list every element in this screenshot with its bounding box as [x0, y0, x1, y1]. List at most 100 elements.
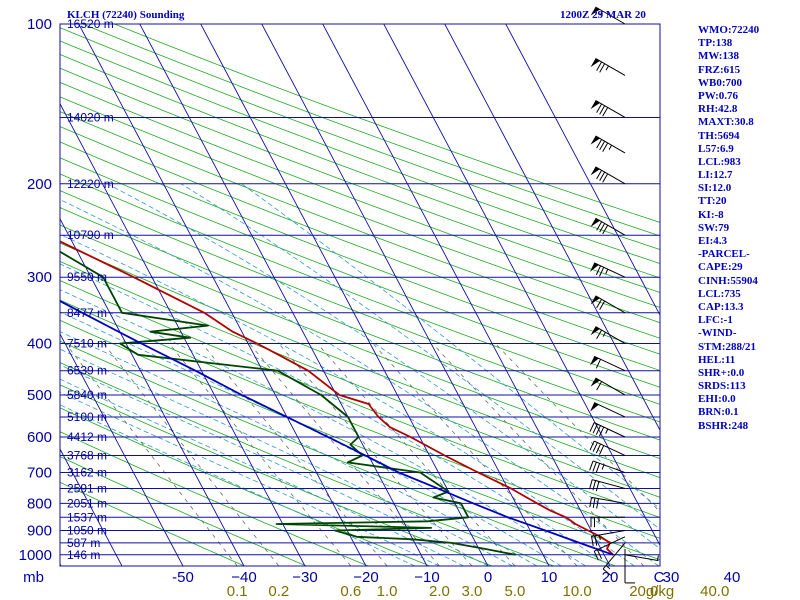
- index-item: CAPE:29: [698, 261, 743, 274]
- wind-barb-pennant: [590, 7, 600, 16]
- wind-barb: [589, 262, 626, 278]
- wind-barb-full: [596, 498, 599, 509]
- temperature-tick-label: −30: [292, 569, 317, 586]
- wind-barb-pennant: [590, 100, 600, 110]
- pressure-tick-label: 700: [27, 465, 52, 482]
- wind-barb-half: [602, 332, 606, 337]
- index-item: BSHR:248: [698, 419, 749, 432]
- wind-barb-full: [591, 536, 594, 547]
- dry-adiabat: [60, 81, 660, 308]
- mixing-ratio-line: [103, 343, 280, 566]
- height-label: 4412 m: [67, 430, 107, 444]
- wind-barb-full: [595, 463, 601, 473]
- dry-adiabat: [60, 340, 616, 566]
- temperature-tick-label: 0: [484, 569, 492, 586]
- index-item: MW:138: [698, 50, 739, 63]
- wind-barb-full: [592, 461, 597, 472]
- isotherm: [200, 24, 489, 566]
- wind-barb-full: [599, 445, 605, 455]
- height-label: 1537 m: [67, 510, 107, 524]
- wind-barb-pennant: [590, 377, 600, 387]
- height-label: 3162 m: [67, 466, 107, 480]
- dry-adiabat: [60, 40, 660, 264]
- wind-barb-half: [598, 534, 601, 540]
- wind-barb-full: [602, 568, 612, 576]
- isotherm: [444, 24, 660, 432]
- isotherm: [139, 24, 428, 566]
- wind-barb: [590, 295, 626, 314]
- isotherm: [505, 24, 660, 317]
- wind-barb-full: [599, 105, 606, 115]
- wind-barb: [590, 135, 626, 154]
- index-item: HEL:11: [698, 353, 736, 366]
- height-label: 587 m: [67, 536, 100, 550]
- dry-adiabat: [60, 53, 660, 279]
- wind-barb: [589, 479, 626, 492]
- mixing-ratio-line: [201, 343, 388, 566]
- moist-adiabat: [60, 331, 538, 566]
- mixing-ratio-line: [372, 343, 578, 566]
- moist-adiabat: [60, 404, 415, 566]
- temperature-profile: [60, 240, 614, 556]
- wind-barb-full: [595, 443, 601, 454]
- plot-frame: [59, 23, 661, 567]
- plot-border: [59, 23, 661, 567]
- wind-barb: [590, 217, 626, 236]
- wind-barb-full: [596, 139, 603, 149]
- pressure-tick-label: 100: [27, 16, 52, 33]
- index-item: TP:138: [698, 37, 733, 50]
- dry-adiabat: [60, 481, 245, 566]
- wind-barb-pennant: [590, 295, 600, 305]
- wind-barb-half: [605, 268, 609, 274]
- indices-panel: WMO:72240 TP:138 MW:138 FRZ:615 WB0:700 PW:0.…: [698, 24, 798, 433]
- index-item: MAXT:30.8: [698, 116, 754, 129]
- wind-barb-staff: [593, 536, 626, 552]
- pressure-tick-label: 400: [27, 336, 52, 353]
- height-label: 2591 m: [67, 481, 107, 495]
- wind-barb-staff: [595, 166, 626, 185]
- index-item: WB0:700: [698, 76, 742, 89]
- mixing-ratio-label: 10.0: [563, 583, 592, 600]
- wind-barb-full: [596, 381, 603, 391]
- mixing-ratio-label: 3.0: [462, 583, 483, 600]
- pressure-unit-label: mb: [23, 569, 44, 586]
- wind-barb-staff: [624, 554, 659, 562]
- wind-barb-full: [589, 479, 593, 490]
- temperature-tick-label: 20: [602, 569, 619, 586]
- index-item: CINH:55904: [698, 274, 758, 287]
- wind-barb-full: [599, 426, 605, 437]
- height-label: 7510 m: [67, 337, 107, 351]
- index-item: -WIND-: [698, 327, 737, 340]
- temperature-unit-label: C: [654, 569, 665, 586]
- moist-adiabat: [60, 348, 513, 566]
- wind-barb-full: [589, 422, 595, 432]
- wind-barb: [590, 377, 626, 396]
- index-item: EI:4.3: [698, 235, 728, 247]
- wind-barb-full: [596, 299, 603, 309]
- height-label: 6539 m: [67, 364, 107, 378]
- station-title: KLCH (72240) Sounding: [67, 9, 185, 21]
- wind-barb-full: [594, 535, 598, 546]
- wind-barb: [624, 554, 659, 562]
- moist-adiabat: [60, 378, 464, 566]
- wind-barb: [589, 402, 626, 418]
- dry-adiabat: [60, 67, 660, 293]
- wind-barb: [589, 496, 626, 509]
- index-item: KI:-8: [698, 208, 724, 221]
- wind-barb-staff: [591, 529, 626, 537]
- wind-barb-full: [595, 425, 601, 435]
- wind-barb-full: [595, 359, 601, 369]
- wind-barb: [590, 6, 626, 25]
- wind-barb-half: [657, 555, 659, 561]
- temperature-tick-label: −40: [231, 569, 256, 586]
- mixing-ratio-label: 0.6: [340, 583, 361, 600]
- pressure-tick-label: 600: [27, 429, 52, 446]
- wind-barb-staff: [595, 217, 626, 236]
- dry-adiabat: [60, 111, 660, 339]
- wind-barb-pennant: [590, 326, 600, 336]
- index-item: L57:6.9: [698, 142, 734, 155]
- moist-adiabat: [180, 183, 660, 530]
- pressure-tick-label: 1000: [19, 547, 52, 564]
- wind-barb-full: [589, 440, 595, 451]
